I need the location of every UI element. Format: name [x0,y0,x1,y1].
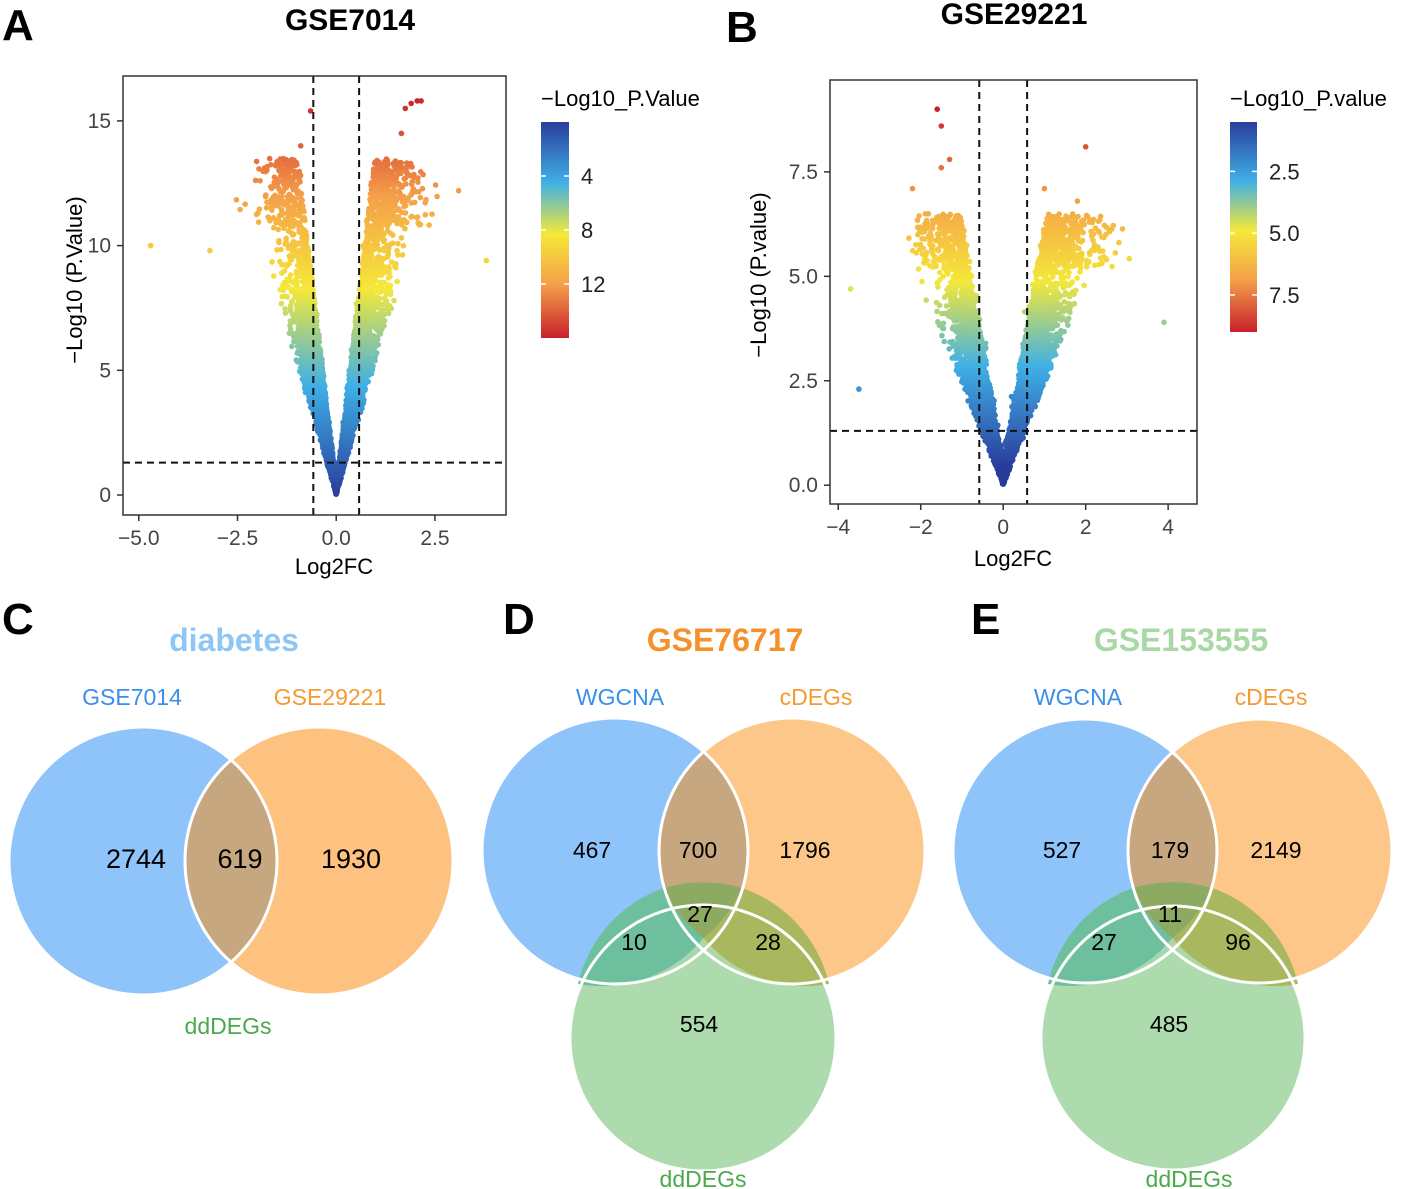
data-point [279,193,285,200]
data-point [389,240,396,246]
data-point [269,259,275,265]
data-point [377,279,383,286]
data-point [147,242,154,249]
data-point [394,278,400,285]
data-point [426,222,433,228]
data-point [278,300,285,307]
data-point [414,214,421,220]
data-point [419,185,426,192]
data-point [395,240,401,247]
data-point [394,247,400,254]
data-point [276,237,282,244]
data-point [411,199,418,206]
data-point [237,206,243,213]
data-point [293,357,300,363]
data-point [242,201,248,207]
data-point [287,272,294,278]
data-point [422,212,429,218]
data-point [271,224,277,231]
data-point [455,187,462,194]
data-point [423,196,429,203]
data-point [290,238,297,245]
data-point [401,217,407,223]
data-point [398,235,405,241]
data-point [281,293,288,300]
data-point [434,193,440,200]
data-point [395,213,402,220]
data-point [233,197,240,203]
data-point [270,215,277,221]
data-point [429,211,435,217]
data-point [391,297,397,304]
data-point [256,206,263,212]
data-point [277,258,283,265]
data-point [284,276,290,283]
data-point [278,246,284,253]
data-point [270,273,277,279]
data-point [282,306,288,312]
data-point [283,235,290,242]
data-point [432,182,439,188]
data-point [409,213,415,220]
data-point [263,192,269,198]
data-point [272,192,278,199]
chart-title-a: GSE7014 [285,4,415,37]
data-point [277,287,284,293]
panel-letter-a: A [2,1,34,50]
data-point [483,257,490,264]
data-point [289,343,295,350]
data-point [375,253,382,260]
data-point [415,220,422,226]
data-point [374,294,380,300]
data-point [286,191,293,198]
data-point [400,243,407,249]
data-point [388,259,395,265]
data-point [417,194,424,201]
data-point [281,268,288,274]
data-point [207,247,213,254]
data-point [255,219,262,225]
data-points [147,98,490,498]
data-point [265,214,271,220]
